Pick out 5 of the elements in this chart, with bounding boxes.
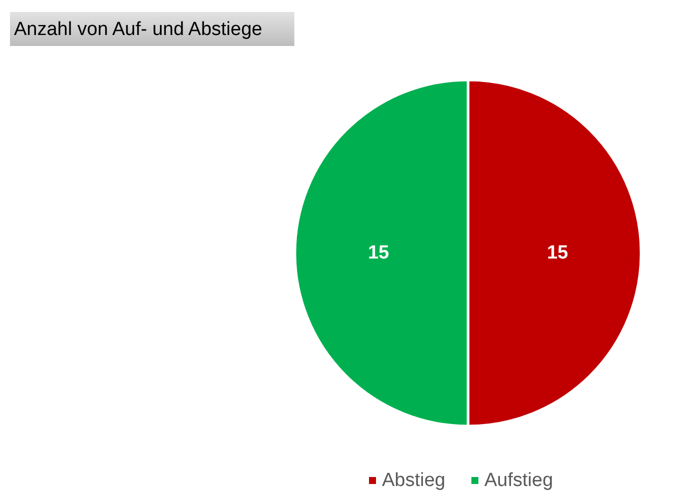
data-label: 15: [546, 242, 568, 264]
legend-label: Abstieg: [382, 470, 446, 491]
data-label: 15: [368, 242, 390, 264]
legend-label: Aufstieg: [484, 470, 554, 491]
text: Anzahl von Auf- und Abstiege: [14, 19, 262, 40]
